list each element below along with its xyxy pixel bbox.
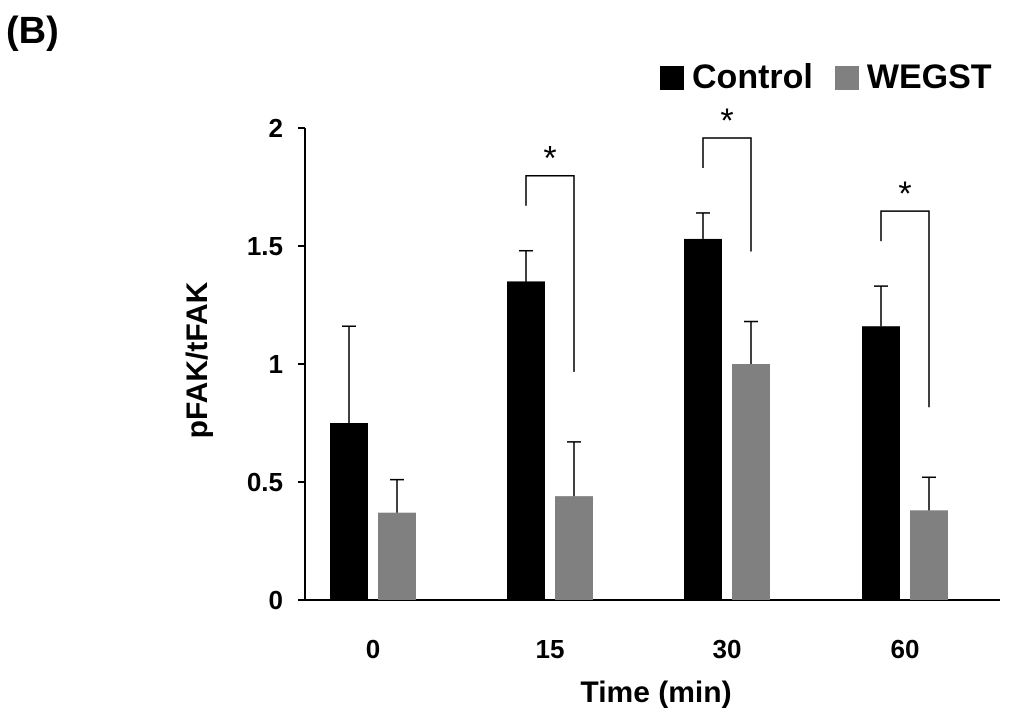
y-tick-label: 0.5 bbox=[247, 467, 283, 497]
legend: Control WEGST bbox=[660, 58, 1014, 97]
significance-bracket-30 bbox=[702, 137, 752, 252]
bar-wegst-15 bbox=[555, 496, 593, 600]
legend-swatch-control bbox=[660, 65, 684, 90]
x-tick-label: 15 bbox=[536, 634, 565, 664]
x-tick-label: 60 bbox=[891, 634, 920, 664]
y-tick-label: 1 bbox=[269, 349, 283, 379]
y-tick-label: 1.5 bbox=[247, 231, 283, 261]
bar-control-60 bbox=[862, 326, 900, 600]
legend-item-control: Control bbox=[660, 58, 813, 97]
legend-label-wegst: WEGST bbox=[866, 58, 992, 96]
x-tick-label: 0 bbox=[366, 634, 380, 664]
legend-item-wegst: WEGST bbox=[834, 58, 992, 97]
bar-wegst-60 bbox=[910, 510, 948, 600]
panel-label: (B) bbox=[6, 10, 59, 52]
significance-bracket-15 bbox=[525, 174, 575, 372]
bar-wegst-0 bbox=[378, 512, 416, 600]
bar-control-30 bbox=[684, 238, 722, 601]
bar-control-15 bbox=[507, 281, 545, 600]
bar-control-0 bbox=[330, 423, 368, 600]
bar-wegst-30 bbox=[732, 364, 770, 600]
significance-star-15: * bbox=[543, 140, 556, 178]
significance-star-30: * bbox=[720, 102, 733, 140]
legend-label-control: Control bbox=[692, 58, 813, 96]
legend-swatch-wegst bbox=[834, 65, 859, 90]
y-tick-label: 0 bbox=[269, 585, 283, 615]
significance-bracket-60 bbox=[880, 210, 930, 408]
x-tick-label: 30 bbox=[713, 634, 742, 664]
y-tick-label: 2 bbox=[269, 113, 283, 143]
x-axis-label: Time (min) bbox=[580, 676, 732, 709]
significance-star-60: * bbox=[898, 175, 911, 213]
